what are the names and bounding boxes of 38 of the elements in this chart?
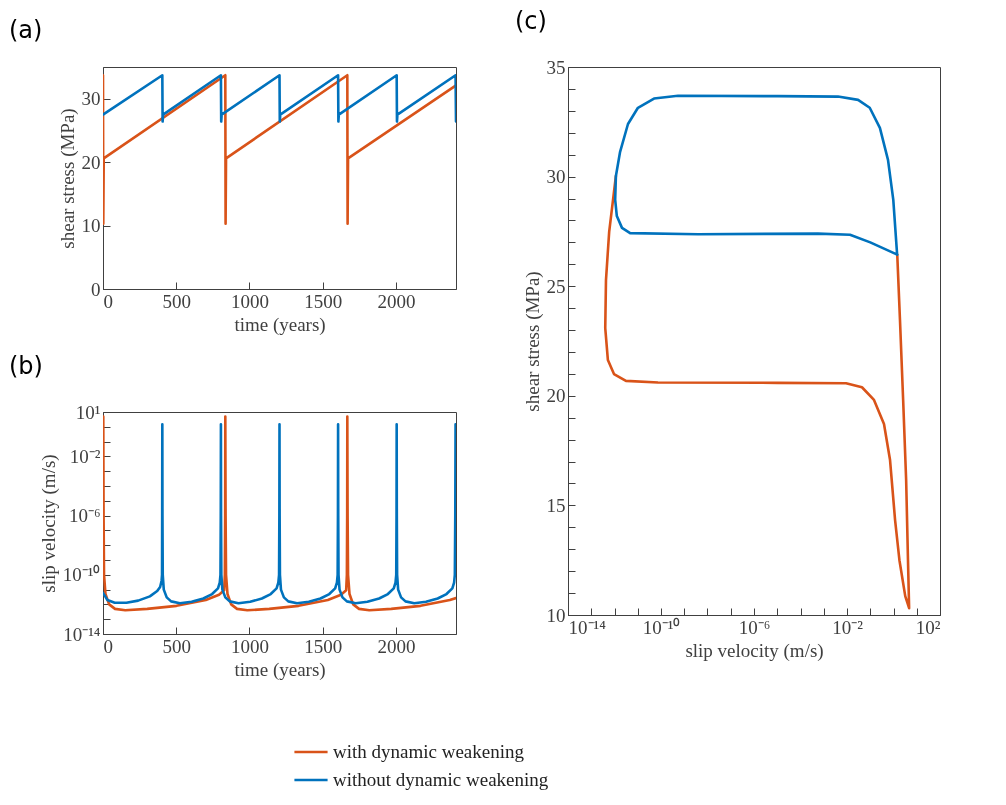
x-tick-label: 10⁻¹⁰ xyxy=(642,616,681,638)
y-tick-label: 30 xyxy=(81,88,101,110)
y-tick-label: 10⁻¹⁰ xyxy=(62,564,101,586)
legend-label: without dynamic weakening xyxy=(333,769,549,790)
y-tick-label: 10⁻² xyxy=(69,445,101,467)
x-axis-title: slip velocity (m/s) xyxy=(685,639,824,662)
y-axis-title: shear stress (MPa) xyxy=(521,271,544,412)
y-tick-label: 25 xyxy=(546,275,566,297)
x-tick-label: 500 xyxy=(162,635,191,657)
chart-title: (c) xyxy=(515,7,547,35)
x-tick-label: 1000 xyxy=(230,290,269,312)
x-tick-label: 10² xyxy=(915,616,941,638)
y-tick-label: 30 xyxy=(546,166,566,188)
y-axis-title: slip velocity (m/s) xyxy=(37,454,60,593)
line-series xyxy=(103,73,456,225)
x-tick-label: 10⁻⁶ xyxy=(738,616,771,638)
x-tick-label: 1000 xyxy=(230,635,269,657)
x-axis-title: time (years) xyxy=(234,313,326,336)
chart-title: (a) xyxy=(9,16,43,44)
x-tick-label: 2000 xyxy=(377,290,416,312)
x-tick-label: 1500 xyxy=(304,290,343,312)
x-tick-label: 10⁻² xyxy=(832,616,864,638)
y-tick-label: 10 xyxy=(81,215,101,237)
y-tick-label: 10⁻⁶ xyxy=(68,505,101,527)
y-axis-title: shear stress (MPa) xyxy=(56,108,79,249)
x-axis-title: time (years) xyxy=(234,658,326,681)
x-tick-label: 10⁻¹⁴ xyxy=(568,616,607,638)
x-tick-label: 500 xyxy=(162,290,191,312)
chart-title: (b) xyxy=(9,352,43,380)
y-tick-label: 10¹ xyxy=(75,401,101,423)
legend-label: with dynamic weakening xyxy=(333,741,525,762)
y-tick-label: 15 xyxy=(546,494,566,516)
x-tick-label: 2000 xyxy=(377,635,416,657)
x-tick-label: 1500 xyxy=(304,635,343,657)
y-tick-label: 10 xyxy=(546,604,566,626)
y-tick-label: 35 xyxy=(546,56,566,78)
y-tick-label: 20 xyxy=(546,385,566,407)
y-tick-label: 20 xyxy=(81,151,101,173)
